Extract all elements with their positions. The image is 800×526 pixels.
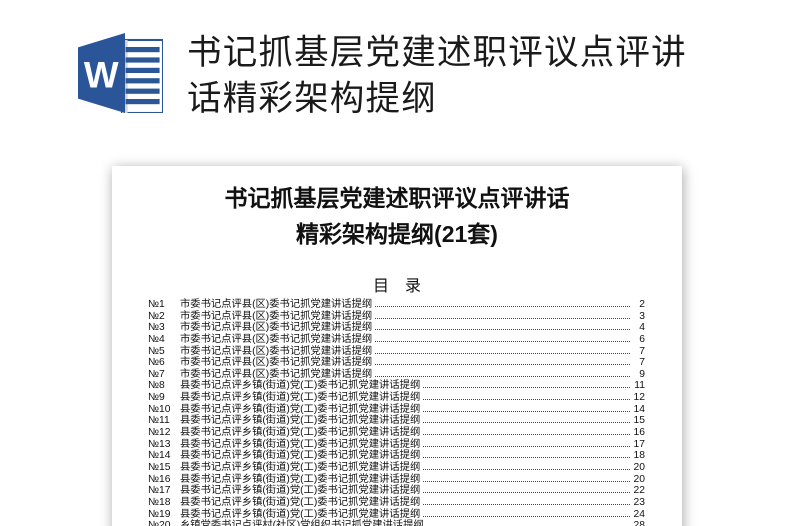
svg-text:W: W: [84, 54, 119, 95]
